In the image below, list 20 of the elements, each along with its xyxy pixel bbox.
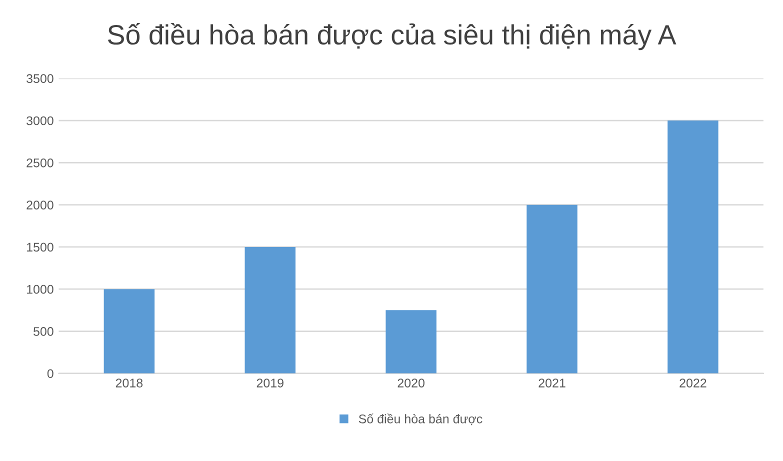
y-tick-label: 0	[47, 369, 54, 378]
y-tick-label: 3000	[26, 116, 54, 126]
y-tick-label: 2000	[26, 200, 54, 210]
x-tick-label: 2020	[398, 378, 424, 388]
y-tick-label: 1000	[27, 284, 54, 294]
x-tick-label: 2021	[538, 378, 566, 388]
bar	[668, 120, 718, 374]
x-tick-label: 2022	[680, 378, 706, 388]
bar	[526, 204, 578, 374]
chart-title: Số điều hòa bán được của siêu thị điện máy A	[108, 23, 676, 50]
y-tick-label: 2500	[26, 158, 54, 168]
y-tick-label: 3500	[26, 74, 54, 84]
x-tick-label: 2019	[256, 378, 284, 388]
bar	[386, 310, 436, 374]
bar	[104, 289, 155, 374]
y-tick-label: 500	[34, 327, 54, 336]
y-tick-label: 1500	[27, 242, 54, 252]
bar	[244, 246, 296, 374]
legend-label: Số điều hòa bán được	[358, 414, 482, 426]
x-tick-label: 2018	[116, 378, 143, 388]
